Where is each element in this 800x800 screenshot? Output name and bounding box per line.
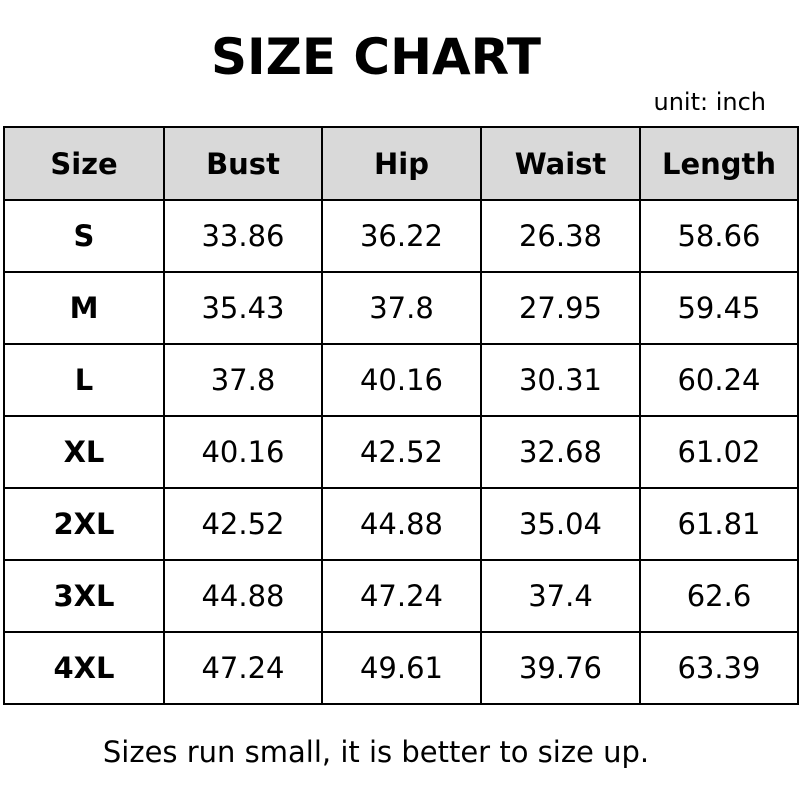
cell-bust: 40.16 <box>163 415 323 489</box>
table-row: L 37.8 40.16 30.31 60.24 <box>3 343 799 417</box>
cell-size: XL <box>3 415 165 489</box>
table-row: 3XL 44.88 47.24 37.4 62.6 <box>3 559 799 633</box>
cell-bust: 44.88 <box>163 559 323 633</box>
cell-length: 60.24 <box>639 343 799 417</box>
table-row: XL 40.16 42.52 32.68 61.02 <box>3 415 799 489</box>
cell-size: M <box>3 271 165 345</box>
header-length: Length <box>639 126 799 201</box>
cell-bust: 33.86 <box>163 199 323 273</box>
cell-waist: 37.4 <box>480 559 641 633</box>
cell-hip: 42.52 <box>321 415 482 489</box>
cell-length: 61.81 <box>639 487 799 561</box>
table-row: S 33.86 36.22 26.38 58.66 <box>3 199 799 273</box>
cell-size: L <box>3 343 165 417</box>
page-title: SIZE CHART <box>210 28 542 86</box>
cell-waist: 30.31 <box>480 343 641 417</box>
cell-hip: 49.61 <box>321 631 482 705</box>
cell-hip: 36.22 <box>321 199 482 273</box>
header-bust: Bust <box>163 126 323 201</box>
cell-hip: 40.16 <box>321 343 482 417</box>
cell-waist: 39.76 <box>480 631 641 705</box>
cell-waist: 27.95 <box>480 271 641 345</box>
header-size: Size <box>3 126 165 201</box>
header-waist: Waist <box>480 126 641 201</box>
cell-length: 62.6 <box>639 559 799 633</box>
table-row: 4XL 47.24 49.61 39.76 63.39 <box>3 631 799 705</box>
cell-length: 63.39 <box>639 631 799 705</box>
cell-length: 58.66 <box>639 199 799 273</box>
unit-label: unit: inch <box>653 88 767 116</box>
cell-waist: 35.04 <box>480 487 641 561</box>
cell-length: 61.02 <box>639 415 799 489</box>
cell-size: 3XL <box>3 559 165 633</box>
cell-bust: 47.24 <box>163 631 323 705</box>
cell-hip: 44.88 <box>321 487 482 561</box>
cell-hip: 37.8 <box>321 271 482 345</box>
cell-length: 59.45 <box>639 271 799 345</box>
cell-bust: 35.43 <box>163 271 323 345</box>
header-row: Size Bust Hip Waist Length <box>3 126 799 201</box>
cell-size: 2XL <box>3 487 165 561</box>
cell-size: S <box>3 199 165 273</box>
size-table: Size Bust Hip Waist Length S 33.86 36.22 26… <box>3 126 799 705</box>
cell-bust: 37.8 <box>163 343 323 417</box>
table-row: 2XL 42.52 44.88 35.04 61.81 <box>3 487 799 561</box>
cell-waist: 26.38 <box>480 199 641 273</box>
table-row: M 35.43 37.8 27.95 59.45 <box>3 271 799 345</box>
cell-hip: 47.24 <box>321 559 482 633</box>
cell-bust: 42.52 <box>163 487 323 561</box>
header-hip: Hip <box>321 126 482 201</box>
size-note: Sizes run small, it is better to size up… <box>102 735 650 769</box>
cell-size: 4XL <box>3 631 165 705</box>
cell-waist: 32.68 <box>480 415 641 489</box>
